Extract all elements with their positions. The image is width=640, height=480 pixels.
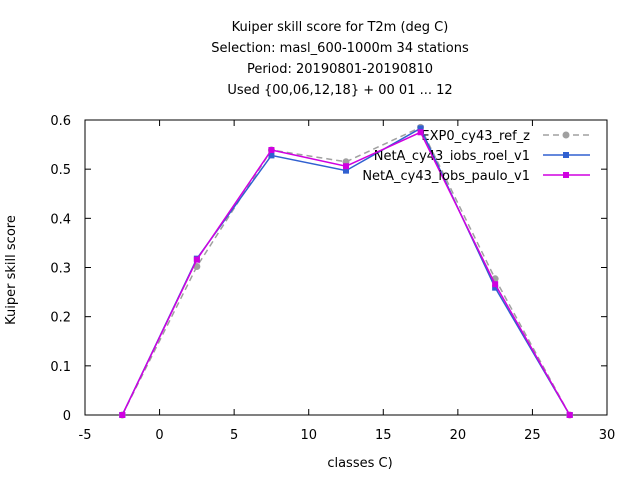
y-tick-label: 0.6 bbox=[50, 114, 71, 129]
legend-marker-2 bbox=[563, 152, 569, 158]
x-axis-label: classes C) bbox=[327, 456, 393, 471]
data-point bbox=[492, 284, 499, 291]
data-point bbox=[193, 256, 200, 263]
x-tick-label: 20 bbox=[450, 428, 467, 443]
legend-label-3: NetA_cy43_iobs_paulo_v1 bbox=[362, 169, 530, 184]
x-tick-label: 5 bbox=[230, 428, 238, 443]
title-line-2: Selection: masl_600-1000m 34 stations bbox=[211, 41, 469, 56]
data-point bbox=[268, 146, 275, 153]
y-tick-label: 0.3 bbox=[50, 262, 71, 277]
data-point bbox=[417, 129, 424, 136]
x-tick-label: 0 bbox=[155, 428, 163, 443]
legend-marker-3 bbox=[563, 172, 569, 178]
y-tick-label: 0.5 bbox=[50, 163, 71, 178]
data-point bbox=[119, 412, 126, 418]
data-point bbox=[417, 125, 424, 132]
legend-label-2: NetA_cy43_iobs_roel_v1 bbox=[374, 149, 530, 164]
x-tick-label: 15 bbox=[375, 428, 392, 443]
data-point bbox=[343, 167, 349, 174]
x-tick-label: 25 bbox=[524, 428, 541, 443]
title-line-3: Period: 20190801-20190810 bbox=[246, 62, 434, 77]
x-tick-label: 10 bbox=[300, 428, 317, 443]
y-tick-label: 0.1 bbox=[50, 360, 71, 375]
y-tick-label: 0 bbox=[63, 409, 71, 424]
data-point bbox=[566, 412, 573, 418]
x-tick-label: 30 bbox=[599, 428, 616, 443]
title-line-4: Used {00,06,12,18} + 00 01 ... 12 bbox=[227, 83, 453, 98]
y-tick-label: 0.4 bbox=[50, 212, 71, 227]
legend-marker-1 bbox=[562, 131, 570, 139]
title-line-1: Kuiper skill score for T2m (deg C) bbox=[231, 20, 449, 35]
data-point bbox=[268, 152, 275, 159]
x-tick-label: -5 bbox=[79, 428, 92, 443]
y-tick-label: 0.2 bbox=[50, 311, 71, 326]
data-point bbox=[492, 281, 499, 288]
data-point bbox=[343, 163, 349, 170]
legend-label-1: EXP0_cy43_ref_z bbox=[421, 129, 530, 144]
